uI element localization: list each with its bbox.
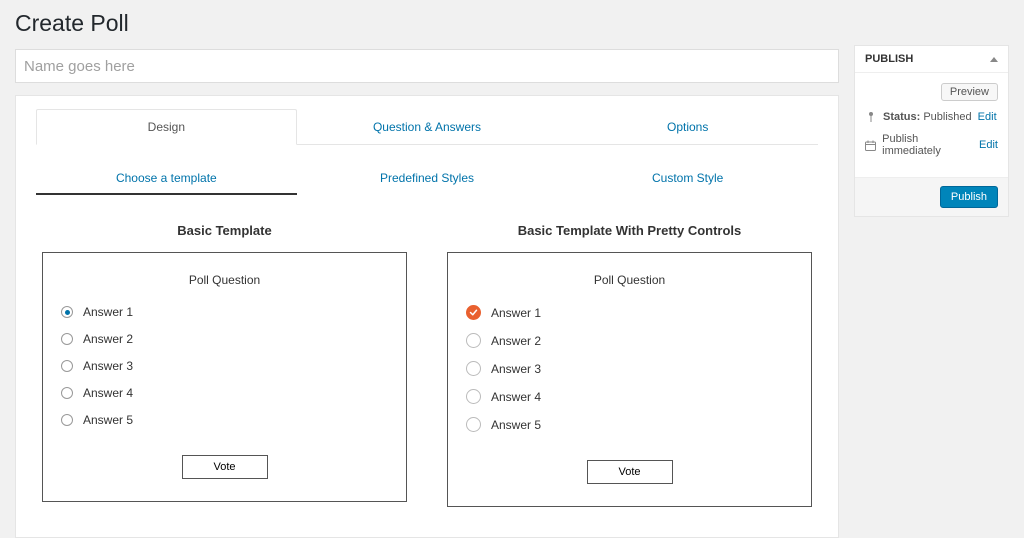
tab-question-answers[interactable]: Question & Answers	[297, 109, 558, 145]
answer-option[interactable]: Answer 5	[61, 413, 388, 427]
radio-pretty-icon	[466, 333, 481, 348]
publish-header[interactable]: PUBLISH	[855, 46, 1008, 73]
template-basic-answers: Answer 1 Answer 2 Answer 3	[61, 305, 388, 427]
design-panel: Design Question & Answers Options Choose…	[15, 95, 839, 538]
answer-option[interactable]: Answer 2	[466, 333, 793, 348]
radio-icon	[61, 360, 73, 372]
template-basic-title: Basic Template	[42, 223, 407, 238]
main-tabs: Design Question & Answers Options	[36, 108, 818, 145]
vote-button[interactable]: Vote	[182, 455, 268, 479]
answer-option[interactable]: Answer 3	[466, 361, 793, 376]
design-subtabs: Choose a template Predefined Styles Cust…	[36, 163, 818, 195]
template-pretty-question: Poll Question	[466, 273, 793, 287]
template-pretty-answers: Answer 1 Answer 2 Answer 3	[466, 305, 793, 432]
radio-pretty-icon	[466, 305, 481, 320]
answer-label: Answer 5	[491, 418, 541, 432]
radio-pretty-icon	[466, 389, 481, 404]
answer-option[interactable]: Answer 4	[61, 386, 388, 400]
radio-pretty-icon	[466, 361, 481, 376]
status-row: Status: Published Edit	[865, 111, 998, 123]
schedule-label: Publish immediately	[882, 133, 973, 157]
answer-label: Answer 2	[83, 332, 133, 346]
answer-option[interactable]: Answer 2	[61, 332, 388, 346]
template-pretty[interactable]: Basic Template With Pretty Controls Poll…	[447, 223, 812, 507]
collapse-icon	[990, 57, 998, 62]
answer-option[interactable]: Answer 5	[466, 417, 793, 432]
template-basic[interactable]: Basic Template Poll Question Answer 1 An…	[42, 223, 407, 507]
answer-label: Answer 4	[491, 390, 541, 404]
preview-button[interactable]: Preview	[941, 83, 998, 101]
radio-icon	[61, 387, 73, 399]
publish-header-label: PUBLISH	[865, 53, 913, 65]
template-pretty-title: Basic Template With Pretty Controls	[447, 223, 812, 238]
page-title: Create Poll	[15, 0, 839, 49]
radio-pretty-icon	[466, 417, 481, 432]
publish-button[interactable]: Publish	[940, 186, 998, 208]
answer-option[interactable]: Answer 4	[466, 389, 793, 404]
radio-icon	[61, 333, 73, 345]
answer-label: Answer 5	[83, 413, 133, 427]
schedule-row: Publish immediately Edit	[865, 133, 998, 157]
answer-label: Answer 2	[491, 334, 541, 348]
answer-option[interactable]: Answer 1	[61, 305, 388, 319]
answer-label: Answer 1	[491, 306, 541, 320]
vote-button[interactable]: Vote	[587, 460, 673, 484]
publish-metabox: PUBLISH Preview Status: Published Edit	[854, 45, 1009, 217]
subtab-choose-template[interactable]: Choose a template	[36, 163, 297, 195]
poll-name-input[interactable]	[15, 49, 839, 83]
pin-icon	[865, 111, 877, 123]
template-basic-question: Poll Question	[61, 273, 388, 287]
answer-label: Answer 1	[83, 305, 133, 319]
answer-option[interactable]: Answer 3	[61, 359, 388, 373]
radio-icon	[61, 414, 73, 426]
subtab-custom-style[interactable]: Custom Style	[557, 163, 818, 195]
status-label: Status: Published	[883, 111, 972, 123]
answer-label: Answer 3	[491, 362, 541, 376]
tab-options[interactable]: Options	[557, 109, 818, 145]
answer-label: Answer 3	[83, 359, 133, 373]
radio-icon	[61, 306, 73, 318]
edit-schedule-link[interactable]: Edit	[979, 139, 998, 151]
tab-design[interactable]: Design	[36, 109, 297, 145]
edit-status-link[interactable]: Edit	[978, 111, 997, 123]
calendar-icon	[865, 140, 876, 151]
answer-option[interactable]: Answer 1	[466, 305, 793, 320]
answer-label: Answer 4	[83, 386, 133, 400]
subtab-predefined-styles[interactable]: Predefined Styles	[297, 163, 558, 195]
